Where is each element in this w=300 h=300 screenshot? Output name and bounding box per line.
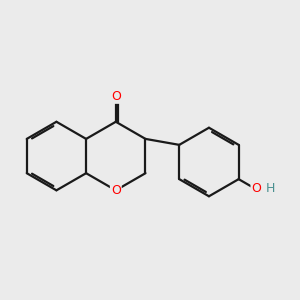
Text: H: H [266, 182, 275, 195]
Text: O: O [111, 184, 121, 197]
Text: O: O [111, 90, 121, 103]
Text: O: O [251, 182, 261, 195]
